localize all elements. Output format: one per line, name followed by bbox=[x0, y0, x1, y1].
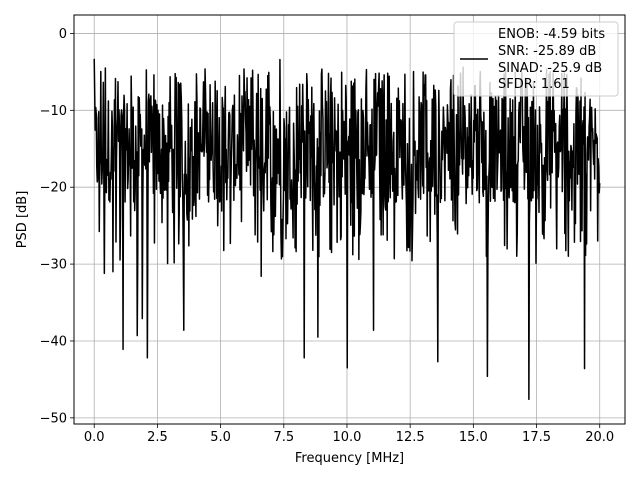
x-tick-label: 0.0 bbox=[84, 430, 105, 445]
legend-entry-sfdr: SFDR: 1.61 bbox=[498, 77, 570, 92]
x-tick-label: 20.0 bbox=[585, 430, 614, 445]
x-tick-label: 5.0 bbox=[210, 430, 231, 445]
x-tick-label: 2.5 bbox=[147, 430, 168, 445]
x-axis-ticks: 0.0 2.5 5.0 7.5 10.0 12.5 15.0 17.5 20.0 bbox=[84, 424, 614, 445]
psd-series-line bbox=[93, 58, 601, 401]
legend-box bbox=[453, 21, 619, 97]
legend-entry-sinad: SINAD: -25.9 dB bbox=[498, 61, 602, 76]
y-tick-label: −10 bbox=[40, 104, 67, 119]
y-axis-label: PSD [dB] bbox=[15, 191, 30, 249]
x-axis-label: Frequency [MHz] bbox=[295, 451, 404, 466]
x-tick-label: 15.0 bbox=[459, 430, 488, 445]
y-tick-label: −30 bbox=[40, 258, 67, 273]
y-tick-label: 0 bbox=[59, 27, 67, 42]
y-tick-label: −40 bbox=[40, 334, 67, 349]
legend-entry-enob: ENOB: -4.59 bits bbox=[498, 27, 605, 42]
y-axis-ticks: 0 −10 −20 −30 −40 −50 bbox=[40, 27, 74, 426]
x-tick-label: 10.0 bbox=[332, 430, 361, 445]
axes-frame bbox=[73, 14, 626, 425]
legend: ENOB: -4.59 bits SNR: -25.89 dB SINAD: -… bbox=[453, 21, 619, 97]
x-tick-label: 7.5 bbox=[273, 430, 294, 445]
y-tick-label: −20 bbox=[40, 181, 67, 196]
legend-entry-snr: SNR: -25.89 dB bbox=[498, 44, 596, 59]
y-tick-label: −50 bbox=[40, 411, 67, 426]
x-tick-label: 12.5 bbox=[396, 430, 425, 445]
x-tick-label: 17.5 bbox=[522, 430, 551, 445]
